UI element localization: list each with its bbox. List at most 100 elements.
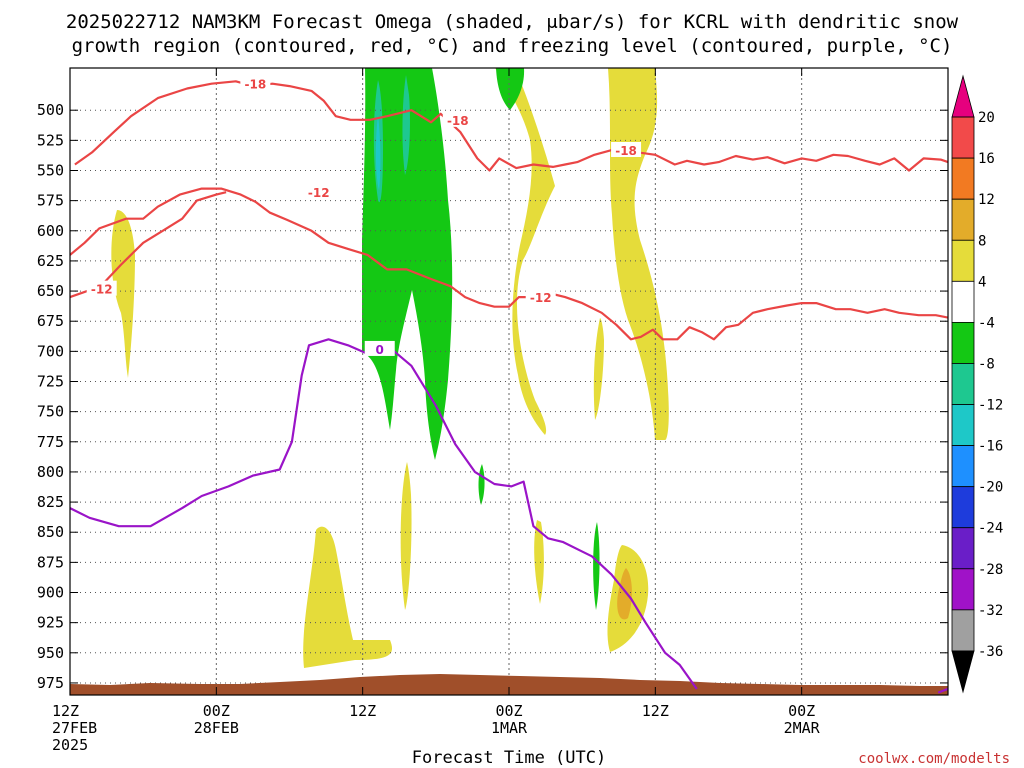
colorbar-segment bbox=[951, 609, 975, 652]
contour-label: -18 bbox=[447, 114, 469, 128]
contour-label: -18 bbox=[615, 144, 637, 158]
y-tick-label: 600 bbox=[37, 222, 64, 240]
omega-region bbox=[375, 115, 381, 190]
colorbar-cap-bottom bbox=[951, 650, 975, 694]
contour-label: -12 bbox=[91, 283, 113, 297]
colorbar-segment bbox=[951, 157, 975, 200]
colorbar-segment bbox=[951, 280, 975, 323]
chart-title-line2: growth region (contoured, red, °C) and f… bbox=[72, 35, 953, 57]
y-axis: 500 525 550 575 600 625 650 675 700 725 750 775 800 8… bbox=[37, 101, 948, 692]
omega-region bbox=[593, 318, 604, 420]
x-tick-label: 2MAR bbox=[784, 719, 821, 737]
y-tick-label: 675 bbox=[37, 312, 64, 330]
y-tick-label: 525 bbox=[37, 131, 64, 149]
colorbar-segment bbox=[951, 116, 975, 159]
y-tick-label: 875 bbox=[37, 553, 64, 571]
omega-region bbox=[478, 464, 485, 505]
y-tick-label: 850 bbox=[37, 523, 64, 541]
x-tick-label: 12Z bbox=[642, 702, 669, 720]
terrain-surface bbox=[70, 674, 948, 695]
colorbar-label: 16 bbox=[978, 151, 995, 167]
colorbar-label: -24 bbox=[978, 521, 1003, 537]
colorbar-label: -8 bbox=[978, 356, 995, 372]
omega-region bbox=[303, 526, 393, 668]
contour-label: 0 bbox=[376, 343, 384, 357]
omega-region bbox=[111, 210, 135, 378]
colorbar-label: 20 bbox=[978, 110, 995, 126]
x-tick-label: 00Z bbox=[203, 702, 230, 720]
credit-text: coolwx.com/modelts bbox=[858, 751, 1010, 767]
terrain-band bbox=[70, 674, 948, 695]
colorbar-cap-top bbox=[951, 74, 975, 118]
contour-line bbox=[70, 338, 698, 690]
x-tick-label: 12Z bbox=[52, 702, 79, 720]
contour-label-bg bbox=[364, 340, 395, 356]
omega-region bbox=[362, 68, 453, 460]
colorbar-label: -12 bbox=[978, 398, 1003, 414]
colorbar-segment bbox=[951, 568, 975, 611]
y-tick-label: 900 bbox=[37, 584, 64, 602]
colorbar-label: 12 bbox=[978, 192, 995, 208]
y-tick-label: 725 bbox=[37, 373, 64, 391]
x-axis-label: Forecast Time (UTC) bbox=[412, 748, 606, 768]
y-tick-label: 750 bbox=[37, 403, 64, 421]
colorbar-label: -36 bbox=[978, 644, 1003, 660]
contour-lines bbox=[70, 80, 948, 694]
y-tick-label: 775 bbox=[37, 433, 64, 451]
colorbar-segment bbox=[951, 527, 975, 570]
y-tick-label: 800 bbox=[37, 463, 64, 481]
y-tick-label: 625 bbox=[37, 252, 64, 270]
y-tick-label: 550 bbox=[37, 161, 64, 179]
colorbar-segment bbox=[951, 486, 975, 529]
colorbar-segment bbox=[951, 321, 975, 364]
colorbar-segment bbox=[951, 198, 975, 241]
omega-region bbox=[400, 462, 412, 610]
omega-region bbox=[608, 68, 669, 440]
contour-label-bg bbox=[86, 280, 117, 296]
omega-region bbox=[496, 68, 525, 110]
omega-region bbox=[402, 75, 410, 175]
colorbar-label: 8 bbox=[978, 233, 986, 249]
colorbar-segment bbox=[951, 239, 975, 282]
x-tick-label: 2025 bbox=[52, 736, 88, 754]
grid-lines bbox=[69, 68, 948, 695]
plot-frame bbox=[69, 67, 949, 696]
colorbar-label: -4 bbox=[978, 315, 995, 331]
contour-label-bg bbox=[240, 75, 271, 91]
omega-region bbox=[593, 522, 600, 610]
y-tick-label: 700 bbox=[37, 342, 64, 360]
omega-region bbox=[495, 68, 555, 435]
y-tick-label: 575 bbox=[37, 192, 64, 210]
colorbar-segment bbox=[951, 445, 975, 488]
contour-label-bg bbox=[525, 289, 556, 305]
colorbar-label: -28 bbox=[978, 562, 1003, 578]
omega-region bbox=[534, 520, 544, 604]
contour-label-bg bbox=[611, 141, 642, 157]
x-tick-label: 00Z bbox=[495, 702, 522, 720]
chart-title-line1: 2025022712 NAM3KM Forecast Omega (shaded… bbox=[66, 11, 959, 33]
x-tick-label: 00Z bbox=[788, 702, 815, 720]
contour-label-bg bbox=[303, 184, 334, 200]
contour-labels: -18 -18 -18 -12 -12 -12 0 bbox=[86, 75, 642, 357]
y-tick-label: 975 bbox=[37, 674, 64, 692]
colorbar-label: -16 bbox=[978, 439, 1003, 455]
y-tick-label: 825 bbox=[37, 493, 64, 511]
colorbar-segment bbox=[951, 404, 975, 446]
x-tick-label: 1MAR bbox=[491, 719, 528, 737]
colorbar-label: 4 bbox=[978, 274, 986, 290]
x-tick-label: 12Z bbox=[349, 702, 376, 720]
contour-label: -12 bbox=[308, 186, 330, 200]
contour-label-bg bbox=[442, 111, 473, 127]
y-tick-label: 925 bbox=[37, 614, 64, 632]
colorbar-label: -32 bbox=[978, 603, 1003, 619]
omega-region bbox=[617, 568, 632, 620]
contour-label: -18 bbox=[245, 78, 267, 92]
colorbar-segment bbox=[951, 363, 975, 405]
colorbar-label: -20 bbox=[978, 480, 1003, 496]
x-tick-label: 27FEB bbox=[52, 719, 97, 737]
x-tick-label: 28FEB bbox=[194, 719, 239, 737]
colorbar: 20 16 12 8 4 -4 -8 -12 -16 -20 -24 -28 -32 -36 bbox=[951, 74, 1003, 694]
y-tick-label: 500 bbox=[37, 101, 64, 119]
